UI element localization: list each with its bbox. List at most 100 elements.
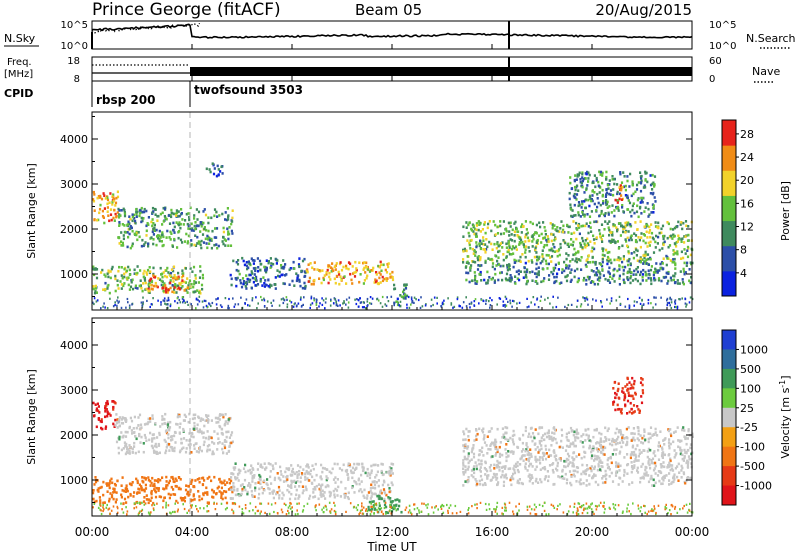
ground-scatter-cell <box>297 302 300 305</box>
ground-scatter-cell <box>240 296 242 299</box>
echo-cell <box>519 463 522 466</box>
echo-cell <box>589 221 592 225</box>
echo-cell <box>361 490 364 494</box>
ground-scatter-cell <box>219 304 222 307</box>
ground-scatter-cell <box>642 303 645 306</box>
echo-cell <box>109 492 112 495</box>
echo-cell <box>388 469 391 473</box>
echo-cell <box>134 286 137 290</box>
echo-cell <box>109 208 113 211</box>
echo-cell <box>583 472 586 475</box>
echo-cell <box>608 281 612 284</box>
echo-cell <box>152 233 155 236</box>
ground-scatter-cell <box>149 305 151 309</box>
echo-cell <box>177 277 180 280</box>
ground-scatter-cell <box>505 304 508 307</box>
echo-cell <box>587 427 590 431</box>
echo-cell <box>177 210 180 213</box>
echo-cell <box>574 196 577 200</box>
echo-cell <box>236 487 239 491</box>
ground-scatter-cell <box>647 302 650 305</box>
echo-cell <box>148 279 151 282</box>
echo-cell <box>106 410 109 414</box>
echo-cell <box>501 278 504 282</box>
echo-cell <box>305 487 308 491</box>
echo-cell <box>619 464 622 468</box>
echo-cell <box>470 264 473 267</box>
echo-cell <box>571 456 574 459</box>
echo-cell <box>136 271 139 275</box>
echo-cell <box>227 218 230 221</box>
echo-cell <box>221 497 224 501</box>
echo-cell <box>627 278 630 282</box>
echo-cell <box>246 484 250 487</box>
echo-cell <box>254 486 257 490</box>
echo-cell <box>493 242 496 246</box>
echo-cell <box>468 280 471 284</box>
echo-cell <box>140 206 143 210</box>
echo-cell <box>569 481 572 485</box>
echo-cell <box>470 469 474 472</box>
echo-cell <box>186 291 189 294</box>
echo-cell <box>115 440 119 444</box>
echo-cell <box>612 224 615 228</box>
echo-cell <box>548 274 551 277</box>
echo-cell <box>391 278 395 282</box>
echo-cell <box>308 497 311 500</box>
nave-right-label: Nave <box>752 65 780 78</box>
echo-cell <box>582 482 585 485</box>
echo-cell <box>603 440 606 443</box>
echo-cell <box>506 266 509 269</box>
echo-cell <box>524 426 527 429</box>
echo-cell <box>564 275 567 279</box>
echo-cell <box>234 462 237 465</box>
ground-scatter-cell <box>289 299 291 302</box>
echo-cell <box>553 455 556 458</box>
echo-cell <box>653 196 656 199</box>
ground-scatter-cell <box>456 296 459 299</box>
echo-cell <box>631 394 634 398</box>
echo-cell <box>572 463 575 466</box>
echo-cell <box>485 444 488 447</box>
echo-cell <box>609 258 612 262</box>
echo-cell <box>482 242 485 246</box>
echo-cell <box>133 415 136 419</box>
echo-cell <box>600 223 604 226</box>
echo-cell <box>657 277 661 280</box>
echo-cell <box>103 207 106 210</box>
echo-cell <box>106 490 109 493</box>
echo-cell <box>660 227 663 231</box>
echo-cell <box>688 268 691 271</box>
echo-cell <box>673 473 676 476</box>
echo-cell <box>654 246 657 249</box>
echo-cell <box>249 483 252 487</box>
echo-cell <box>581 247 584 251</box>
ground-scatter-cell <box>106 307 109 310</box>
echo-cell <box>159 425 162 428</box>
echo-cell <box>178 426 181 429</box>
echo-cell <box>652 237 655 241</box>
echo-cell <box>626 440 629 444</box>
echo-cell <box>141 488 144 492</box>
echo-cell <box>538 458 541 462</box>
echo-cell <box>608 468 611 471</box>
echo-cell <box>257 266 260 269</box>
echo-cell <box>565 257 568 261</box>
ground-scatter-cell <box>377 299 380 302</box>
echo-cell <box>136 265 139 268</box>
echo-cell <box>153 275 156 279</box>
ground-scatter-cell <box>666 297 669 300</box>
echo-cell <box>468 243 471 247</box>
echo-cell <box>606 206 609 209</box>
ground-scatter-cell <box>666 304 669 307</box>
echo-cell <box>159 495 163 499</box>
echo-cell <box>385 277 388 280</box>
echo-cell <box>507 450 510 453</box>
echo-cell <box>356 462 359 466</box>
echo-cell <box>298 494 301 497</box>
echo-cell <box>267 261 270 265</box>
echo-cell <box>368 500 371 504</box>
echo-cell <box>496 242 499 246</box>
echo-cell <box>505 227 508 231</box>
echo-cell <box>646 253 650 256</box>
